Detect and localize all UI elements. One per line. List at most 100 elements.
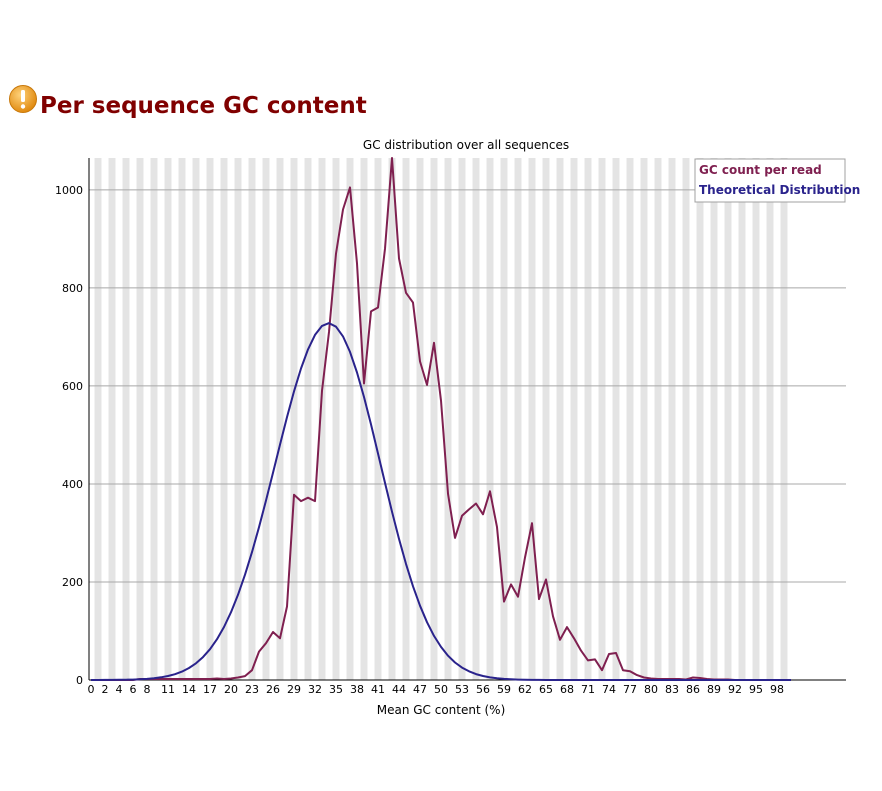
chart-gridlines [89,189,846,583]
background-band [430,158,438,680]
x-tick-label: 59 [497,683,511,696]
x-tick-label: 2 [102,683,109,696]
page-title: Per sequence GC content [40,93,367,119]
x-tick-label: 11 [161,683,175,696]
y-tick-label: 800 [62,282,83,295]
background-band [192,158,200,680]
background-band [94,158,102,680]
background-band [206,158,214,680]
x-tick-label: 68 [560,683,574,696]
y-tick-label: 400 [62,478,83,491]
x-axis-label: Mean GC content (%) [377,703,506,717]
chart-series [91,157,791,681]
x-tick-label: 26 [266,683,280,696]
x-tick-label: 77 [623,683,637,696]
x-axis-ticks: 0 2 4 6 8 11 14 17 20 23 26 29 32 35 38 41 44 47 50 53 56 59 6… [88,683,785,696]
x-tick-label: 50 [434,683,448,696]
background-band [318,158,326,680]
chart-axes [88,158,846,681]
y-tick-label: 600 [62,380,83,393]
chart-background-bands [94,158,788,680]
x-tick-label: 71 [581,683,595,696]
x-tick-label: 98 [770,683,784,696]
background-band [262,158,270,680]
background-band [598,158,606,680]
background-band [626,158,634,680]
legend-entry-theoretical: Theoretical Distribution [699,183,860,197]
x-tick-label: 92 [728,683,742,696]
background-band [360,158,368,680]
background-band [290,158,298,680]
background-band [654,158,662,680]
background-band [346,158,354,680]
x-tick-label: 86 [686,683,700,696]
x-tick-label: 56 [476,683,490,696]
warning-icon [9,85,37,113]
y-tick-label: 200 [62,576,83,589]
background-band [766,158,774,680]
x-tick-label: 0 [88,683,95,696]
x-tick-label: 41 [371,683,385,696]
background-band [234,158,242,680]
x-tick-label: 4 [116,683,123,696]
background-band [752,158,760,680]
background-band [388,158,396,680]
background-band [570,158,578,680]
background-band [472,158,480,680]
x-tick-label: 83 [665,683,679,696]
legend-entry-gc-count: GC count per read [699,163,822,177]
x-tick-label: 17 [203,683,217,696]
background-band [486,158,494,680]
background-band [556,158,564,680]
background-band [584,158,592,680]
chart-legend: GC count per read Theoretical Distributi… [694,158,860,203]
x-tick-label: 6 [130,683,137,696]
x-tick-label: 29 [287,683,301,696]
background-band [500,158,508,680]
y-axis-ticks: 0 200 400 600 800 1000 [55,184,83,687]
background-band [444,158,452,680]
background-band [710,158,718,680]
background-band [514,158,522,680]
background-band [332,158,340,680]
x-tick-label: 65 [539,683,553,696]
background-band [528,158,536,680]
x-tick-label: 89 [707,683,721,696]
background-band [374,158,382,680]
background-band [150,158,158,680]
x-tick-label: 44 [392,683,406,696]
x-tick-label: 74 [602,683,616,696]
background-band [668,158,676,680]
background-band [248,158,256,680]
x-tick-label: 95 [749,683,763,696]
background-band [178,158,186,680]
background-band [612,158,620,680]
background-band [416,158,424,680]
y-tick-label: 1000 [55,184,83,197]
background-band [682,158,690,680]
background-band [136,158,144,680]
background-band [458,158,466,680]
x-tick-label: 47 [413,683,427,696]
page-header: Per sequence GC content [8,80,367,120]
background-band [122,158,130,680]
x-tick-label: 8 [144,683,151,696]
background-band [220,158,228,680]
chart-title: GC distribution over all sequences [363,138,569,152]
x-tick-label: 35 [329,683,343,696]
background-band [542,158,550,680]
y-tick-label: 0 [76,674,83,687]
x-tick-label: 32 [308,683,322,696]
background-band [696,158,704,680]
background-band [108,158,116,680]
background-band [304,158,312,680]
background-band [724,158,732,680]
x-tick-label: 62 [518,683,532,696]
x-tick-label: 53 [455,683,469,696]
x-tick-label: 20 [224,683,238,696]
background-band [640,158,648,680]
background-band [276,158,284,680]
x-tick-label: 38 [350,683,364,696]
background-band [738,158,746,680]
